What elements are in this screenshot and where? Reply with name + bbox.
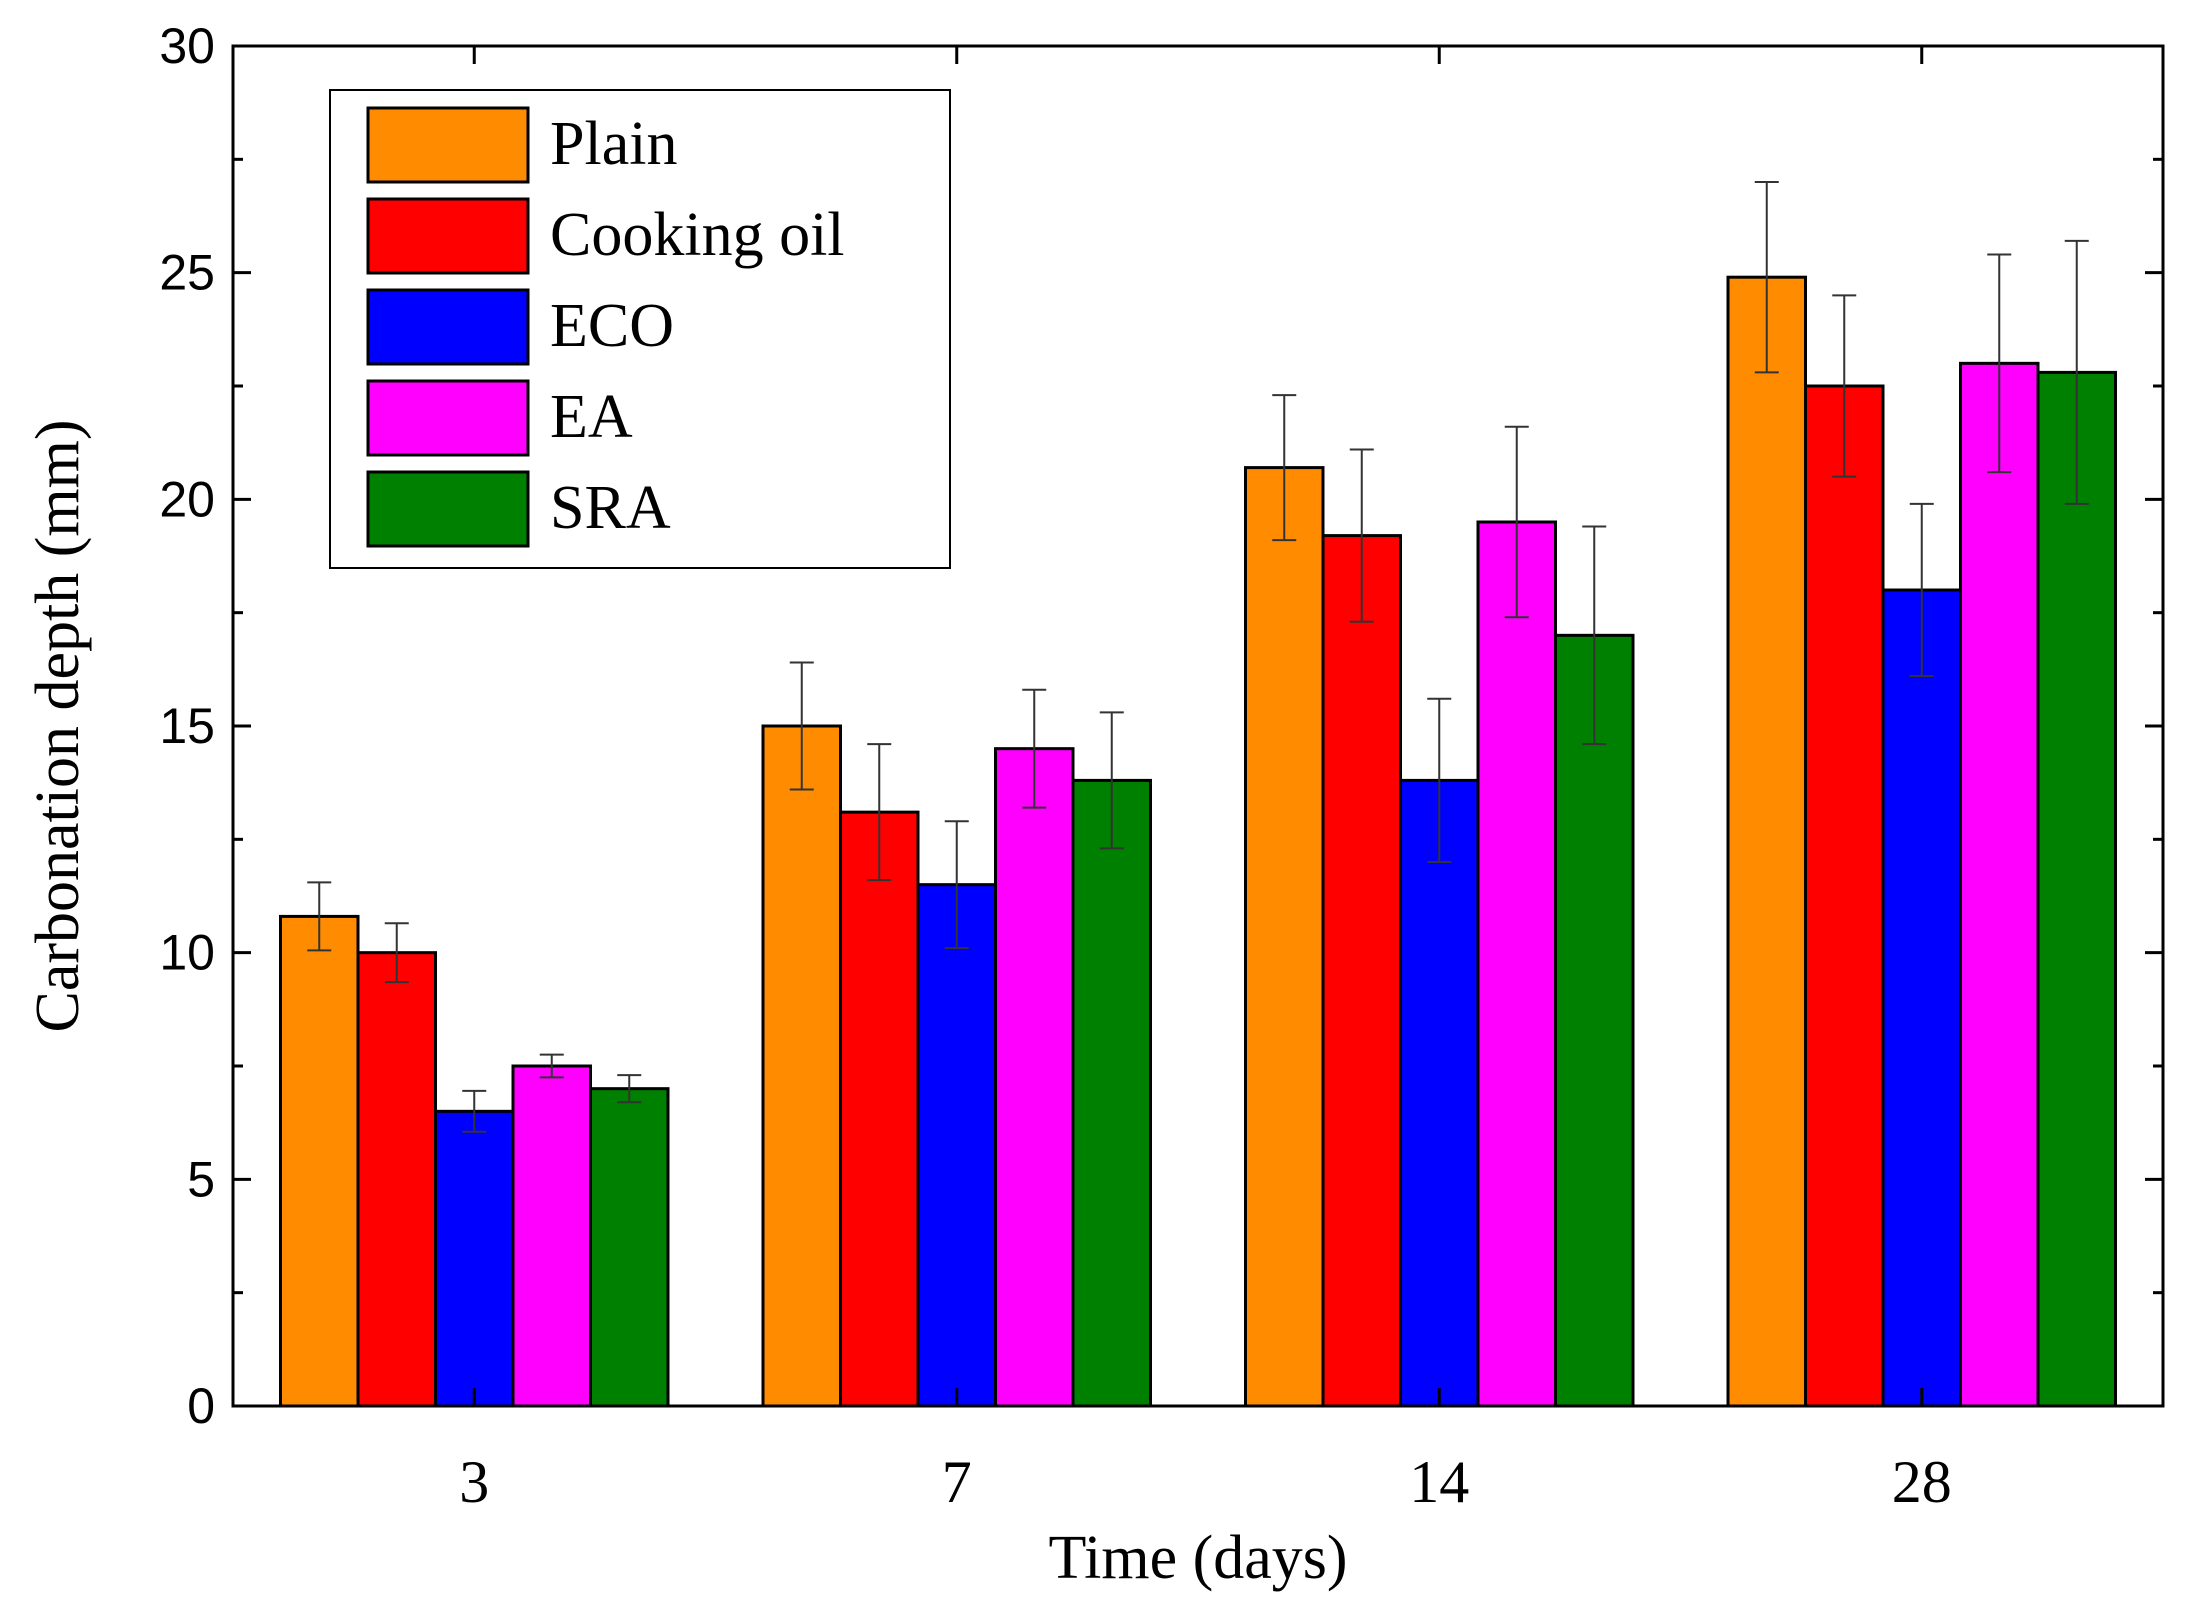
x-tick-label: 14 — [1409, 1449, 1469, 1515]
legend-swatch-ea — [366, 379, 530, 457]
bar-eco-14 — [1399, 778, 1480, 1408]
plot-bars — [279, 275, 2117, 1408]
legend-swatch-eco — [366, 288, 530, 366]
y-tick-label: 20 — [159, 471, 215, 527]
y-tick-label: 30 — [159, 18, 215, 74]
legend-swatch-cooking-oil — [366, 197, 530, 275]
bar-sra-7 — [1071, 778, 1152, 1408]
legend: Plain Cooking oil ECO EA SRA — [329, 89, 951, 569]
bar-sra-3 — [589, 1087, 670, 1408]
y-tick-label: 15 — [159, 698, 215, 754]
bar-plain-3 — [279, 914, 360, 1408]
bar-plain-14 — [1244, 466, 1325, 1408]
x-tick-label: 3 — [459, 1449, 489, 1515]
x-tick-label: 7 — [942, 1449, 972, 1515]
bar-sra-28 — [2036, 370, 2117, 1408]
bar-ea-3 — [511, 1064, 592, 1408]
bar-plain-28 — [1726, 275, 1807, 1408]
bar-cooking-oil-28 — [1804, 384, 1885, 1408]
y-tick-label: 5 — [187, 1151, 215, 1207]
bar-ea-28 — [1959, 361, 2040, 1408]
bar-eco-3 — [434, 1109, 515, 1408]
x-tick-label: 28 — [1892, 1449, 1952, 1515]
legend-label: EA — [550, 383, 633, 451]
y-axis-title: Carbonation depth (mm) — [24, 420, 92, 1033]
y-tick-label: 0 — [187, 1378, 215, 1434]
legend-label: Cooking oil — [550, 201, 845, 269]
x-axis-title: Time (days) — [1048, 1524, 1347, 1592]
legend-label: SRA — [550, 474, 671, 542]
bar-ea-7 — [994, 747, 1075, 1408]
bar-cooking-oil-14 — [1321, 534, 1402, 1408]
y-axis: 0 5 10 15 20 25 30 — [159, 18, 2163, 1434]
legend-swatch-sra — [366, 470, 530, 548]
plot-error-bars — [307, 181, 2089, 1133]
bar-sra-14 — [1554, 633, 1635, 1408]
y-tick-label: 10 — [159, 925, 215, 981]
bar-ea-14 — [1476, 520, 1557, 1408]
y-tick-label: 25 — [159, 245, 215, 301]
bar-plain-7 — [761, 724, 842, 1408]
bar-cooking-oil-7 — [839, 810, 920, 1408]
bar-cooking-oil-3 — [356, 951, 437, 1408]
legend-label: ECO — [550, 292, 674, 360]
legend-label: Plain — [550, 110, 677, 178]
bar-eco-7 — [916, 883, 997, 1408]
x-axis: 3 7 14 28 — [459, 46, 1952, 1515]
legend-swatch-plain — [366, 106, 530, 184]
bar-eco-28 — [1881, 588, 1962, 1408]
